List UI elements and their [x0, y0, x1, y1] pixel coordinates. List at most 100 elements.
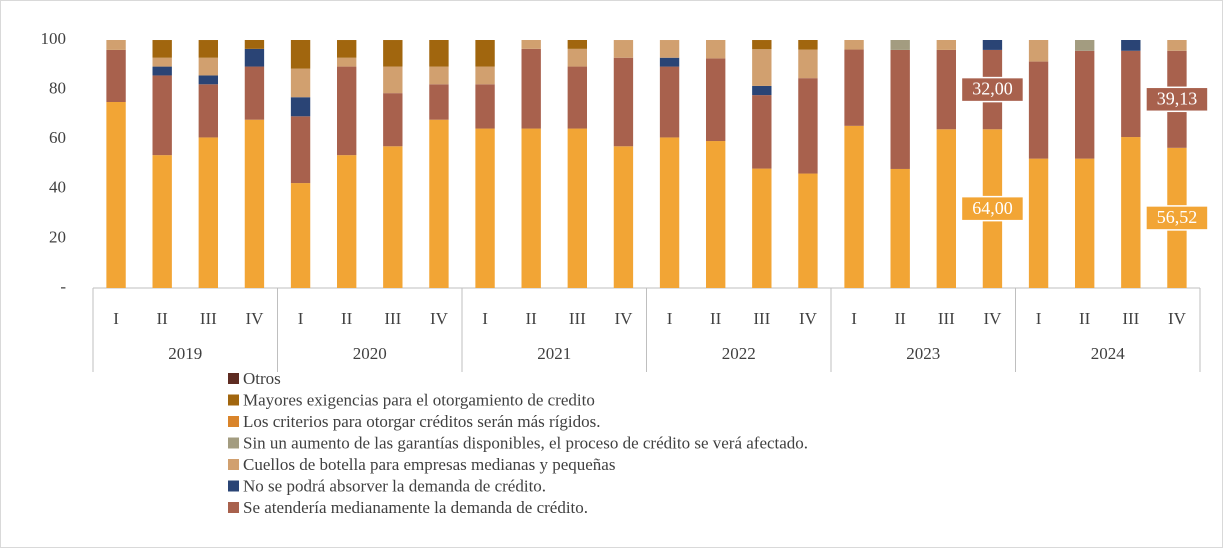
- x-tick-label: III: [753, 309, 770, 328]
- x-tick-label: II: [710, 309, 722, 328]
- x-tick-label: IV: [614, 309, 633, 328]
- bar-segment: [337, 57, 357, 67]
- data-label-box: [1145, 205, 1209, 231]
- bar-segment: [106, 102, 126, 288]
- x-tick-label: III: [569, 309, 586, 328]
- bar-segment: [936, 49, 956, 130]
- data-label-box: [960, 76, 1025, 103]
- x-tick-label: IV: [245, 309, 264, 328]
- x-tick-label: III: [200, 309, 217, 328]
- x-tick-label: II: [1079, 309, 1091, 328]
- bar-segment: [383, 66, 403, 94]
- x-tick-label: IV: [799, 309, 818, 328]
- x-tick-label: I: [482, 309, 488, 328]
- bar-segment: [475, 40, 495, 67]
- bar-segment: [752, 40, 772, 50]
- bar-segment: [429, 66, 449, 85]
- bar-segment: [290, 97, 311, 117]
- bar-segment: [106, 49, 126, 102]
- bar-segment: [106, 40, 126, 50]
- legend-swatch: [228, 459, 239, 470]
- bar-segment: [798, 78, 818, 174]
- bar-segment: [337, 40, 357, 58]
- bar-segment: [244, 48, 265, 67]
- x-tick-label: I: [298, 309, 304, 328]
- data-label: 56,52: [1157, 207, 1198, 227]
- bar-segment: [152, 40, 172, 58]
- bar-segment: [337, 66, 357, 156]
- bar-segment: [659, 57, 680, 67]
- bar-segment: [706, 58, 726, 142]
- bar-segment: [290, 40, 311, 69]
- x-tick-label: I: [113, 309, 119, 328]
- bar-segment: [1075, 158, 1095, 288]
- bar-segment: [613, 40, 634, 58]
- bar-segment: [152, 75, 172, 156]
- y-tick-label: -: [60, 277, 66, 296]
- x-tick-label: III: [384, 309, 401, 328]
- data-label-box: [1145, 86, 1209, 113]
- group-label: 2019: [168, 344, 202, 363]
- bar-segment: [659, 137, 680, 288]
- bar-segment: [659, 40, 680, 58]
- bar-segment: [383, 146, 403, 288]
- bar-segment: [706, 141, 726, 288]
- bar-segment: [890, 168, 910, 288]
- group-label: 2020: [353, 344, 387, 363]
- bar-segment: [152, 66, 172, 76]
- bar-segment: [475, 66, 495, 85]
- bar-segment: [752, 95, 772, 169]
- legend-swatch: [228, 373, 239, 384]
- bar-segment: [429, 40, 449, 67]
- y-tick-label: 40: [49, 178, 66, 197]
- bar-segment: [982, 40, 1003, 50]
- bar-segment: [290, 68, 311, 98]
- legend-swatch: [228, 416, 239, 427]
- bar-segment: [659, 66, 680, 138]
- legend-label: Otros: [243, 369, 281, 388]
- bar-segment: [890, 49, 910, 169]
- bar-segment: [475, 84, 495, 129]
- bar-segment: [521, 40, 541, 49]
- bar-segment: [752, 85, 772, 96]
- bar-segment: [752, 49, 772, 86]
- bar-segment: [1075, 40, 1095, 51]
- x-tick-label: III: [938, 309, 955, 328]
- bar-segment: [1121, 137, 1141, 288]
- group-label: 2021: [537, 344, 571, 363]
- bar-segment: [613, 57, 634, 147]
- legend-label: Mayores exigencias para el otorgamiento …: [243, 390, 595, 409]
- legend-swatch: [228, 394, 239, 406]
- bar-segment: [198, 57, 218, 76]
- bar-segment: [567, 40, 587, 49]
- legend-label: Se atendería medianamente la demanda de …: [243, 498, 588, 517]
- y-tick-label: 80: [49, 79, 66, 98]
- bar-segment: [798, 49, 818, 79]
- bar-segment: [613, 146, 634, 288]
- group-label: 2022: [722, 344, 756, 363]
- bar-segment: [337, 155, 357, 288]
- legend-label: Cuellos de botella para empresas mediana…: [243, 455, 615, 474]
- bar-segment: [1167, 40, 1187, 51]
- bar-segment: [198, 75, 218, 85]
- bar-segment: [798, 40, 818, 50]
- bar-segment: [383, 93, 403, 147]
- bar-segment: [706, 40, 726, 59]
- bar-segment: [1121, 50, 1141, 138]
- bar-segment: [244, 40, 265, 49]
- bar-segment: [1075, 50, 1095, 159]
- legend-label: Sin un aumento de las garantías disponib…: [243, 433, 808, 452]
- bar-segment: [1028, 61, 1049, 159]
- bar-segment: [844, 49, 864, 126]
- x-tick-label: II: [341, 309, 353, 328]
- x-tick-label: II: [895, 309, 907, 328]
- bar-segment: [890, 40, 910, 50]
- bar-segment: [1028, 40, 1049, 62]
- bar-segment: [290, 183, 311, 288]
- bar-segment: [152, 57, 172, 67]
- x-tick-label: III: [1122, 309, 1139, 328]
- legend-label: No se podrá absorver la demanda de crédi…: [243, 476, 546, 495]
- bar-segment: [198, 84, 218, 138]
- data-label: 32,00: [972, 79, 1013, 99]
